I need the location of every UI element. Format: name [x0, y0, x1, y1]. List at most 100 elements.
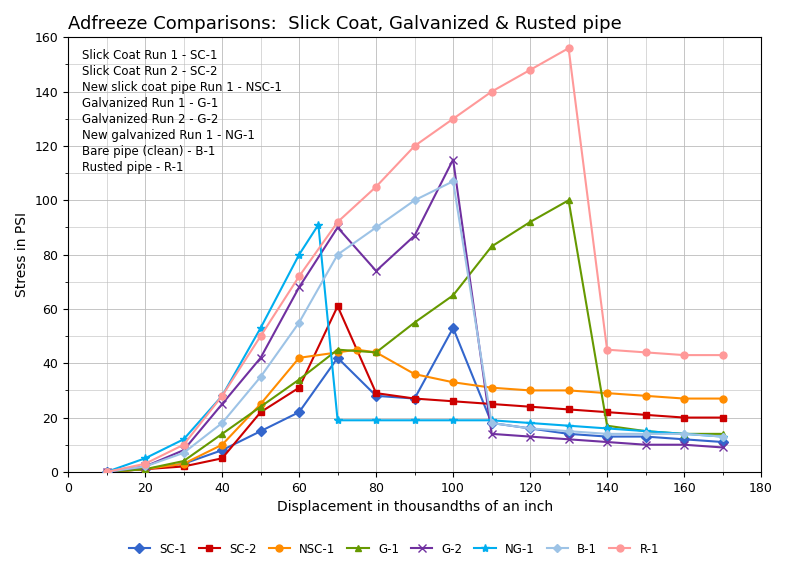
- SC-2: [679, 414, 689, 421]
- G-1: [102, 468, 111, 475]
- SC-1: [102, 468, 111, 475]
- NSC-1: [217, 442, 227, 448]
- R-1: [295, 273, 304, 280]
- SC-1: [679, 436, 689, 443]
- G-1: [333, 347, 342, 353]
- G-1: [295, 376, 304, 383]
- NSC-1: [410, 370, 419, 377]
- NG-1: [217, 393, 227, 399]
- R-1: [410, 143, 419, 150]
- SC-2: [179, 463, 188, 470]
- G-2: [564, 436, 574, 443]
- NG-1: [641, 428, 650, 435]
- G-1: [602, 422, 611, 429]
- SC-1: [641, 433, 650, 440]
- Text: Adfreeze Comparisons:  Slick Coat, Galvanized & Rusted pipe: Adfreeze Comparisons: Slick Coat, Galvan…: [68, 15, 622, 33]
- NG-1: [526, 419, 535, 426]
- B-1: [295, 319, 304, 326]
- NSC-1: [179, 460, 188, 467]
- SC-1: [526, 425, 535, 432]
- G-1: [641, 428, 650, 435]
- G-2: [602, 439, 611, 446]
- R-1: [448, 116, 458, 122]
- G-1: [217, 431, 227, 438]
- NG-1: [410, 417, 419, 424]
- NSC-1: [295, 354, 304, 361]
- NSC-1: [256, 401, 266, 407]
- B-1: [140, 463, 150, 470]
- B-1: [448, 178, 458, 185]
- Line: NSC-1: NSC-1: [103, 346, 726, 475]
- NG-1: [179, 436, 188, 443]
- B-1: [102, 468, 111, 475]
- G-1: [679, 431, 689, 438]
- Line: SC-1: SC-1: [103, 324, 726, 475]
- R-1: [526, 67, 535, 73]
- Y-axis label: Stress in PSI: Stress in PSI: [15, 212, 29, 297]
- NSC-1: [679, 395, 689, 402]
- B-1: [217, 419, 227, 426]
- X-axis label: Displacement in thousandths of an inch: Displacement in thousandths of an inch: [277, 500, 552, 514]
- NSC-1: [487, 384, 496, 391]
- SC-2: [371, 390, 381, 397]
- B-1: [179, 450, 188, 456]
- B-1: [256, 373, 266, 380]
- R-1: [641, 349, 650, 356]
- R-1: [256, 333, 266, 340]
- R-1: [333, 218, 342, 225]
- B-1: [371, 224, 381, 231]
- SC-2: [641, 411, 650, 418]
- Legend: SC-1, SC-2, NSC-1, G-1, G-2, NG-1, B-1, R-1: SC-1, SC-2, NSC-1, G-1, G-2, NG-1, B-1, …: [124, 538, 664, 560]
- Line: G-1: G-1: [103, 197, 726, 475]
- SC-1: [333, 354, 342, 361]
- R-1: [217, 393, 227, 399]
- NG-1: [371, 417, 381, 424]
- G-2: [679, 442, 689, 448]
- SC-2: [602, 409, 611, 415]
- Line: B-1: B-1: [104, 179, 725, 475]
- NSC-1: [352, 347, 362, 353]
- Line: NG-1: NG-1: [102, 221, 727, 476]
- SC-1: [487, 419, 496, 426]
- B-1: [410, 197, 419, 204]
- Line: R-1: R-1: [103, 45, 726, 475]
- B-1: [718, 433, 727, 440]
- G-2: [333, 224, 342, 231]
- SC-2: [256, 409, 266, 415]
- NG-1: [314, 221, 323, 228]
- B-1: [641, 431, 650, 438]
- B-1: [487, 419, 496, 426]
- Line: SC-2: SC-2: [103, 303, 726, 475]
- SC-2: [487, 401, 496, 407]
- SC-1: [602, 433, 611, 440]
- G-2: [448, 156, 458, 163]
- NG-1: [718, 433, 727, 440]
- SC-1: [179, 460, 188, 467]
- G-2: [410, 232, 419, 239]
- G-1: [448, 292, 458, 299]
- SC-1: [371, 393, 381, 399]
- B-1: [679, 431, 689, 438]
- G-2: [140, 463, 150, 470]
- R-1: [679, 352, 689, 358]
- R-1: [371, 183, 381, 190]
- R-1: [564, 45, 574, 52]
- NSC-1: [526, 387, 535, 394]
- NG-1: [564, 422, 574, 429]
- G-2: [102, 468, 111, 475]
- NSC-1: [371, 349, 381, 356]
- SC-1: [256, 428, 266, 435]
- NG-1: [602, 425, 611, 432]
- G-2: [718, 444, 727, 451]
- SC-2: [217, 455, 227, 461]
- B-1: [602, 431, 611, 438]
- NG-1: [256, 324, 266, 331]
- B-1: [526, 425, 535, 432]
- NG-1: [295, 251, 304, 258]
- SC-1: [564, 431, 574, 438]
- SC-1: [448, 324, 458, 331]
- G-2: [217, 401, 227, 407]
- NSC-1: [564, 387, 574, 394]
- G-1: [140, 466, 150, 473]
- NG-1: [140, 455, 150, 461]
